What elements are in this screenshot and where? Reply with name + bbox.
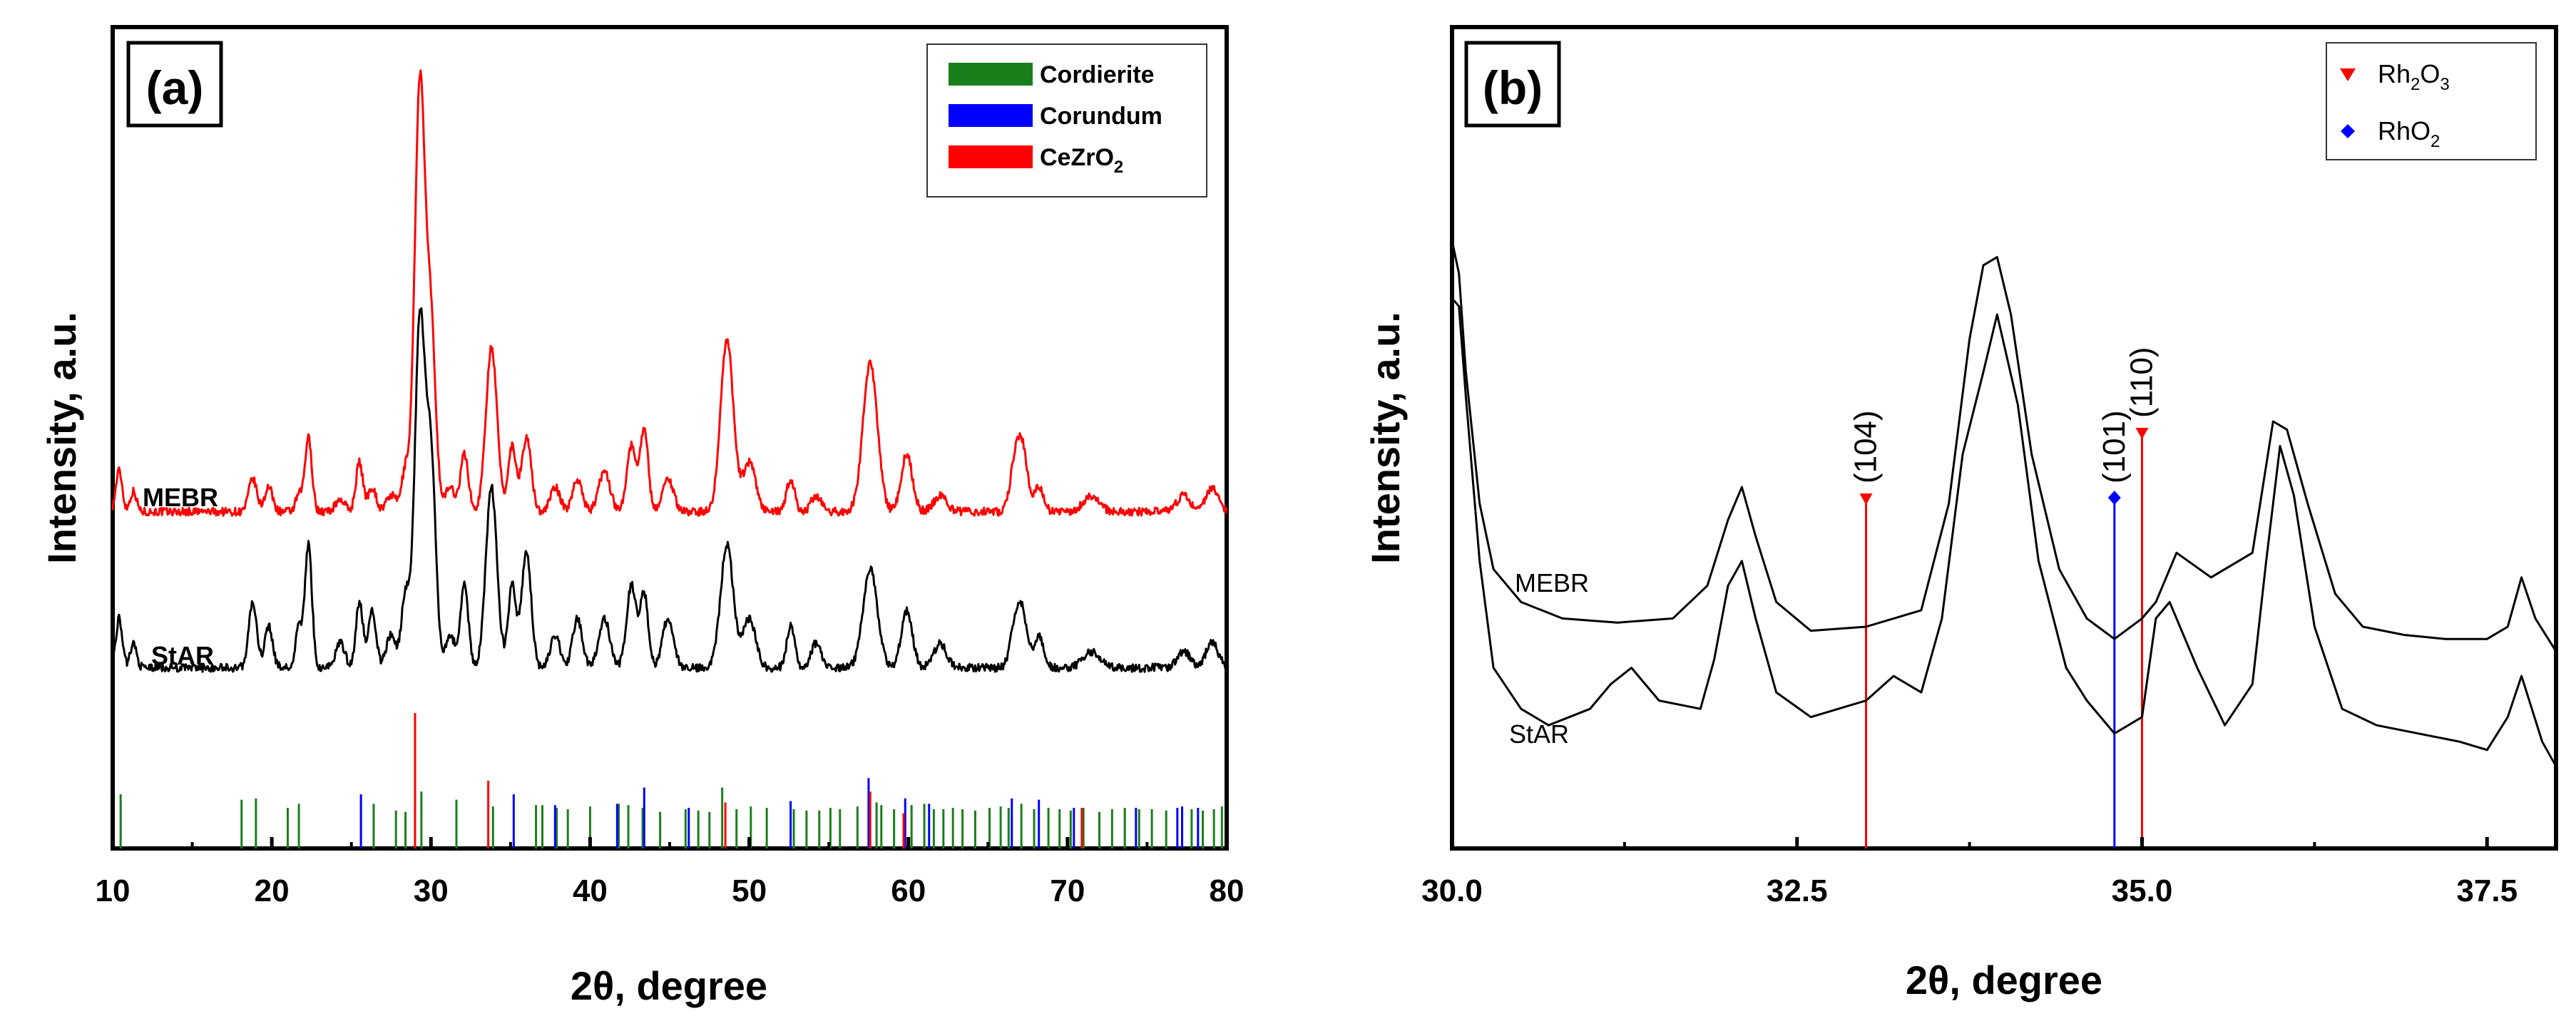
x-tick-label: 10 (96, 873, 131, 908)
x-tick-label: 40 (573, 873, 608, 908)
x-tick-label: 35.0 (2112, 873, 2173, 908)
legend-label-corundum: Corundum (1040, 103, 1162, 130)
panel-b-reference-lines: (104) (101)(110) (1849, 347, 2160, 848)
series-line-mebr (1451, 240, 2557, 652)
legend-swatch-cezro2 (949, 145, 1033, 168)
panel-a-series (111, 69, 1228, 673)
x-tick-label: 60 (891, 873, 926, 908)
panel-a-x-axis-title: 2θ, degree (571, 963, 767, 1008)
hkl-label: (101) (2097, 410, 2132, 483)
panel-b-series (1451, 240, 2557, 767)
legend-swatch-cordierite (949, 63, 1033, 86)
legend-label-rh2o3-sub3: 3 (2440, 75, 2449, 94)
series-label-star-a: StAR (151, 641, 214, 670)
series-label-mebr-a: MEBR (143, 483, 218, 512)
hkl-label: (104) (1849, 410, 1884, 483)
panel-a-label-box (126, 41, 223, 128)
x-tick-label: 32.5 (1767, 873, 1828, 908)
legend-marker-rh2o3 (2340, 68, 2356, 81)
panel-b-plot-frame (1450, 25, 2558, 851)
series-line-star (111, 307, 1228, 673)
panel-a-legend: Cordierite Corundum CeZrO2 (926, 43, 1207, 197)
x-tick-label: 80 (1210, 873, 1244, 908)
legend-label-rho2-sub: 2 (2431, 132, 2440, 151)
legend-label-cezro2: CeZrO2 (1040, 144, 1123, 177)
legend-label-rh2o3: Rh2O3 (2378, 59, 2450, 94)
panel-a-reference-lines (119, 713, 1223, 848)
reference-marker-diamond (2107, 491, 2121, 506)
legend-label-rh2o3-sub2: 2 (2411, 75, 2420, 94)
panel-b-x-axis: 30.0 32.5 35.0 37.5 (1421, 837, 2518, 908)
panel-b-label-box (1464, 41, 1561, 128)
panel-a-y-axis-title: Intensity, a.u. (39, 312, 84, 564)
x-tick-label: 20 (255, 873, 290, 908)
panel-b-y-axis-title: Intensity, a.u. (1363, 312, 1408, 564)
series-line-star (1451, 297, 2557, 767)
reference-marker-triangle (1859, 493, 1873, 506)
legend-label-cordierite: Cordierite (1040, 61, 1155, 88)
legend-label-rho2-main: RhO (2378, 116, 2431, 145)
x-tick-label: 30 (414, 873, 449, 908)
legend-marker-rho2 (2341, 124, 2355, 138)
panel-b-label: (b) (1483, 61, 1543, 114)
legend-swatch-corundum (949, 104, 1033, 127)
reference-marker-triangle (2135, 428, 2149, 439)
panel-b-legend: Rh2O3 RhO2 (2326, 42, 2537, 160)
panel-b-x-axis-title: 2θ, degree (1906, 958, 2102, 1002)
x-tick-label: 37.5 (2456, 873, 2518, 908)
panel-b: (104) (101)(110) 30.0 32.5 35.0 37.5 (b) Rh2… (1363, 25, 2558, 1002)
legend-label-rho2: RhO2 (2378, 116, 2440, 151)
panel-a-x-axis: 10 20 30 40 50 60 70 80 (96, 837, 1244, 908)
legend-label-cezro2-main: CeZrO (1040, 144, 1114, 171)
legend-label-cezro2-sub: 2 (1114, 158, 1123, 177)
x-tick-label: 50 (732, 873, 767, 908)
series-label-star-b: StAR (1509, 719, 1569, 749)
x-tick-label: 70 (1050, 873, 1085, 908)
series-line-mebr (111, 69, 1228, 517)
series-label-mebr-b: MEBR (1515, 568, 1589, 597)
hkl-label: (110) (2125, 347, 2160, 418)
panel-a-label: (a) (146, 61, 204, 114)
x-tick-label: 30.0 (1421, 873, 1483, 908)
legend-label-rh2o3-o: O (2420, 59, 2440, 88)
legend-label-rh2o3-rh: Rh (2378, 59, 2411, 88)
legend-box-b (2326, 42, 2537, 160)
panel-a: 10 20 30 40 50 60 70 80 (a) Cordierite Corundum… (39, 25, 1244, 1008)
